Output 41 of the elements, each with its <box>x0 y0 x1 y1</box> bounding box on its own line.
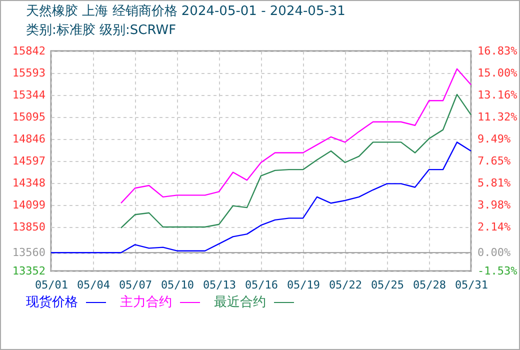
x-tick-label: 05/28 <box>412 278 446 292</box>
y2-tick-label: -1.53% <box>478 264 518 278</box>
y2-tick-label: 9.49% <box>478 132 511 146</box>
y-tick-label: 14348 <box>12 176 46 190</box>
y-tick-label: 14099 <box>12 198 46 212</box>
y2-tick-label: 0.00% <box>478 246 511 260</box>
y-tick-label: 13352 <box>12 264 46 278</box>
y-tick-label: 14846 <box>12 132 46 146</box>
x-tick-label: 05/01 <box>34 278 68 292</box>
y2-tick-label: 16.83% <box>478 44 518 58</box>
y2-tick-label: 11.32% <box>478 110 518 124</box>
y-tick-label: 15344 <box>12 88 46 102</box>
chart-title: 天然橡胶 上海 经销商价格 2024-05-01 - 2024-05-31 <box>26 4 346 19</box>
chart-subtitle: 类别:标准胶 级别:SCRWF <box>26 23 176 38</box>
y2-tick-label: 5.81% <box>478 176 511 190</box>
line-series <box>120 68 472 204</box>
y2-tick-label: 15.00% <box>478 66 518 80</box>
x-tick-label: 05/25 <box>370 278 404 292</box>
legend-label: 现货价格 <box>26 294 78 311</box>
x-tick-label: 05/07 <box>118 278 152 292</box>
legend-label: 最近合约 <box>214 294 266 311</box>
x-tick-label: 05/22 <box>328 278 362 292</box>
line-series <box>50 142 472 254</box>
y2-tick-label: 7.65% <box>478 154 511 168</box>
x-tick-label: 05/16 <box>244 278 278 292</box>
line-series <box>120 94 472 228</box>
y2-tick-label: 13.16% <box>478 88 518 102</box>
x-tick-label: 05/31 <box>454 278 488 292</box>
x-tick-label: 05/13 <box>202 278 236 292</box>
y-tick-label: 15842 <box>12 44 46 58</box>
y-tick-label: 13850 <box>12 220 46 234</box>
legend-label: 主力合约 <box>120 294 172 311</box>
x-tick-label: 05/10 <box>160 278 194 292</box>
y-tick-label: 14597 <box>12 154 46 168</box>
y-tick-label: 13560 <box>12 246 46 260</box>
x-tick-label: 05/19 <box>286 278 320 292</box>
y-tick-label: 15095 <box>12 110 46 124</box>
y-tick-label: 15593 <box>12 66 46 80</box>
y2-tick-label: 2.14% <box>478 220 511 234</box>
x-tick-label: 05/04 <box>76 278 110 292</box>
y2-tick-label: 3.98% <box>478 198 511 212</box>
